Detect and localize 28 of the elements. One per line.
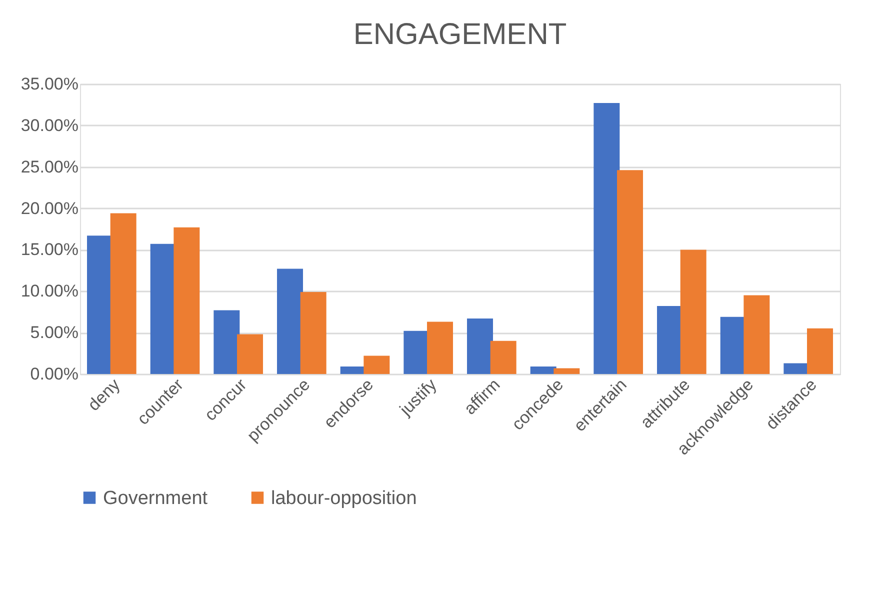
- bar: [174, 227, 200, 374]
- bar: [680, 250, 706, 374]
- y-tick-label: 30.00%: [20, 116, 78, 135]
- legend-label: labour-opposition: [271, 488, 417, 509]
- bar: [427, 322, 453, 374]
- y-tick-label: 35.00%: [20, 74, 78, 94]
- bar: [300, 292, 326, 374]
- y-tick-label: 0.00%: [30, 364, 78, 384]
- bar: [364, 356, 390, 374]
- bar: [744, 295, 770, 374]
- bar: [617, 170, 643, 374]
- chart-title: ENGAGEMENT: [353, 18, 567, 51]
- y-tick-label: 5.00%: [30, 323, 78, 342]
- bar: [807, 328, 833, 374]
- bar: [490, 340, 516, 374]
- bar: [467, 318, 493, 374]
- y-tick-label: 10.00%: [20, 282, 78, 301]
- legend-label: Government: [103, 488, 208, 509]
- bar: [110, 213, 136, 374]
- bar: [554, 368, 580, 374]
- y-tick-label: 25.00%: [20, 157, 78, 176]
- bar: [237, 334, 263, 374]
- bar: [277, 268, 303, 374]
- bar: [594, 103, 620, 374]
- bar: [530, 366, 556, 374]
- y-tick-label: 20.00%: [20, 198, 78, 218]
- y-tick-label: 15.00%: [20, 240, 78, 260]
- bar: [214, 310, 240, 374]
